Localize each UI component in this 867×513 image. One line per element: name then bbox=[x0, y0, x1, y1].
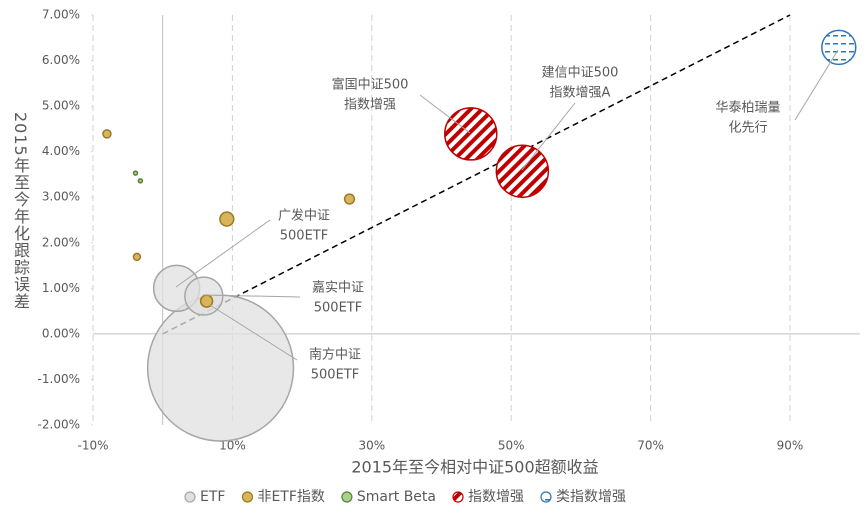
x-axis-title: 2015年至今相对中证500超额收益 bbox=[351, 458, 598, 477]
bubble bbox=[219, 211, 235, 227]
annotation: 500ETF bbox=[311, 368, 359, 383]
annotation: 化先行 bbox=[728, 121, 767, 136]
x-tick-label: 50% bbox=[498, 439, 525, 453]
annotation: 建信中证500 bbox=[542, 66, 619, 81]
legend-marker bbox=[452, 491, 464, 503]
annotation: 指数增强A bbox=[550, 86, 611, 101]
bubble bbox=[444, 107, 498, 161]
annotation: 华泰柏瑞量 bbox=[715, 101, 780, 116]
y-tick-label: 1.00% bbox=[42, 281, 80, 295]
leader-line bbox=[175, 219, 271, 288]
legend-label: ETF bbox=[200, 489, 225, 505]
bubble bbox=[132, 252, 142, 262]
leader-line bbox=[209, 304, 298, 361]
x-tick-label: -10% bbox=[77, 439, 108, 453]
y-tick-label: 3.00% bbox=[42, 190, 80, 204]
y-tick-label: 7.00% bbox=[42, 8, 80, 22]
y-tick-label: 5.00% bbox=[42, 99, 80, 113]
x-tick-label: 70% bbox=[637, 439, 664, 453]
y-axis-title: 2015年至今年化跟踪误差 bbox=[11, 112, 30, 310]
leader-line bbox=[202, 294, 301, 298]
annotation: 嘉实中证 bbox=[312, 281, 364, 296]
y-tick-label: 0.00% bbox=[42, 326, 80, 340]
legend-marker bbox=[241, 491, 254, 503]
leader-line bbox=[419, 94, 471, 134]
leader-line bbox=[794, 49, 839, 121]
annotation: 广发中证 bbox=[278, 208, 330, 224]
bubble bbox=[146, 294, 295, 442]
annotation: 500ETF bbox=[280, 229, 328, 244]
legend-label: Smart Beta bbox=[357, 489, 436, 505]
annotation: 南方中证 bbox=[309, 347, 361, 363]
legend-marker bbox=[184, 491, 196, 503]
annotation: 500ETF bbox=[314, 301, 362, 316]
legend-label: 指数增强 bbox=[468, 489, 524, 505]
bubble bbox=[821, 29, 857, 66]
legend-marker bbox=[341, 491, 353, 503]
x-tick-label: 10% bbox=[219, 439, 246, 453]
annotation: 指数增强 bbox=[344, 98, 396, 113]
annotation: 富国中证500 bbox=[332, 77, 409, 93]
legend-label: 类指数增强 bbox=[556, 489, 626, 505]
bubble bbox=[102, 129, 112, 139]
bubble bbox=[137, 178, 144, 184]
y-tick-label: 4.00% bbox=[42, 144, 80, 158]
x-tick-label: 90% bbox=[777, 439, 804, 453]
y-tick-label: 6.00% bbox=[42, 53, 80, 67]
y-tick-label: 2.00% bbox=[42, 235, 80, 249]
leader-line bbox=[521, 102, 576, 171]
y-tick-label: -1.00% bbox=[38, 372, 80, 386]
y-tick-label: -2.00% bbox=[38, 418, 80, 432]
trend-line bbox=[162, 14, 791, 335]
bubble bbox=[495, 144, 550, 199]
legend-label: 非ETF指数 bbox=[257, 489, 324, 505]
x-tick-label: 30% bbox=[358, 439, 385, 453]
legend-marker bbox=[540, 491, 552, 503]
bubble bbox=[132, 170, 139, 176]
bubble bbox=[343, 193, 356, 205]
